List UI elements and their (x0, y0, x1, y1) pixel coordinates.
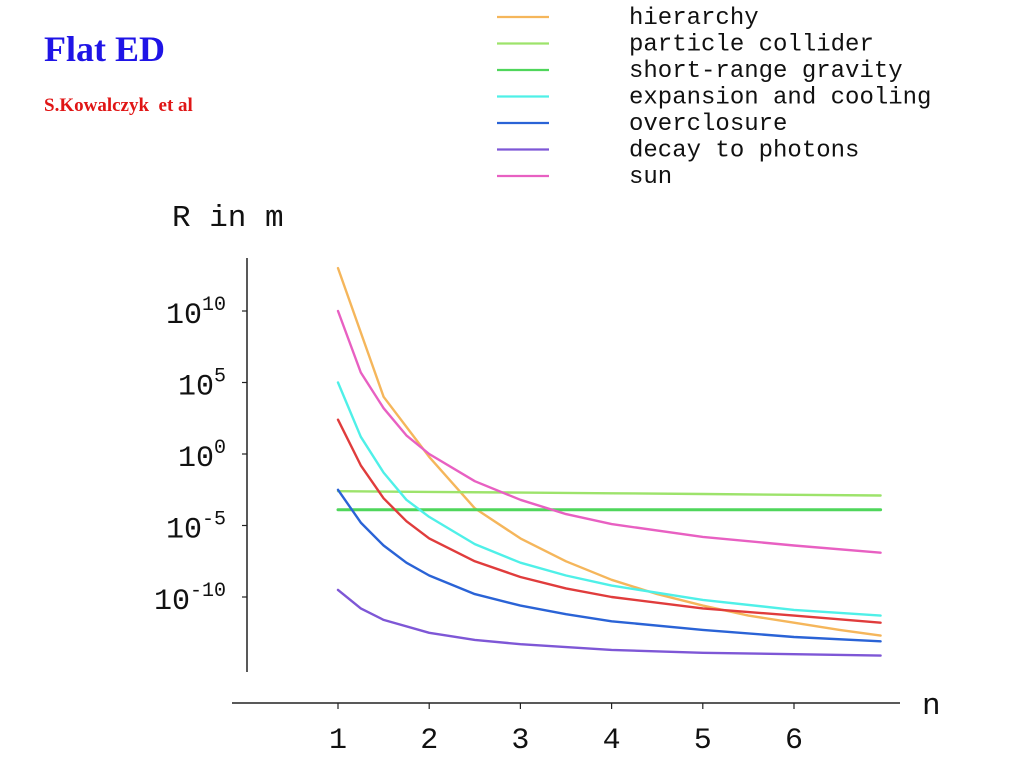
x-tick-label: 3 (511, 724, 529, 758)
y-tick-label: 10-10 (154, 580, 226, 619)
x-tick-label: 5 (694, 724, 712, 758)
legend-label: sun (629, 164, 672, 191)
y-tick-label: 10-5 (166, 509, 226, 548)
legend-label: short-range gravity (629, 58, 903, 85)
x-ticks: 1 2 3 4 5 6 (329, 703, 803, 758)
author-credit: S.Kowalczyk et al (44, 95, 193, 116)
series-line-expansion-and-cooling (336, 381, 882, 617)
series-line-hierarchy (336, 266, 882, 637)
series-lines (336, 266, 883, 657)
slide-title: Flat ED (44, 29, 165, 69)
y-axis-label: R in m (172, 201, 284, 236)
x-axis-label: n (922, 689, 941, 724)
x-tick-label: 1 (329, 724, 347, 758)
x-tick-label: 4 (603, 724, 621, 758)
series-line-sun (336, 309, 882, 554)
legend-label: expansion and cooling (629, 85, 931, 112)
series-line-particle-collider (336, 490, 882, 497)
y-ticks: 1010 105 100 10-5 10-10 (154, 294, 247, 619)
y-tick-label: 1010 (166, 294, 226, 333)
y-tick-label: 100 (178, 437, 226, 476)
legend-label: particle collider (629, 32, 874, 59)
legend-label: decay to photons (629, 138, 859, 165)
series-line-overclosure (336, 488, 882, 643)
series-line-unlabeled (336, 418, 882, 624)
y-tick-label: 105 (178, 366, 226, 405)
x-tick-label: 6 (785, 724, 803, 758)
series-line-decay-to-photons (336, 588, 882, 657)
legend-label: hierarchy (629, 5, 759, 32)
x-tick-label: 2 (420, 724, 438, 758)
legend-label: overclosure (629, 111, 787, 138)
